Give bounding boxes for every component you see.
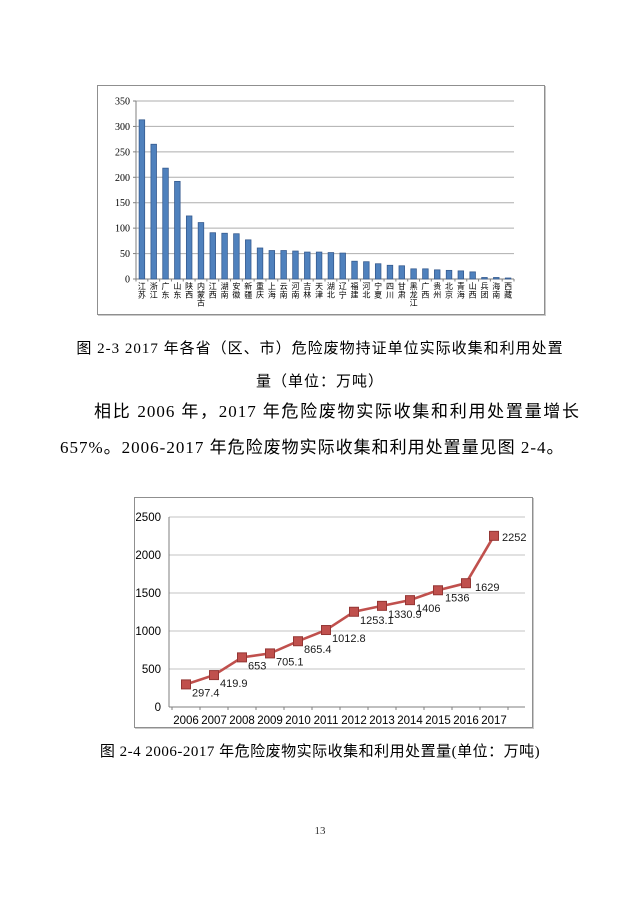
svg-text:0: 0 (155, 702, 161, 714)
svg-text:1012.8: 1012.8 (332, 633, 366, 645)
svg-text:100: 100 (115, 224, 130, 235)
svg-text:1000: 1000 (135, 626, 161, 638)
svg-text:广西: 广西 (421, 281, 429, 299)
svg-text:西藏: 西藏 (504, 282, 512, 299)
svg-text:1500: 1500 (135, 588, 161, 600)
svg-text:2011: 2011 (314, 715, 339, 727)
svg-text:甘肃: 甘肃 (398, 281, 406, 299)
svg-text:2008: 2008 (229, 715, 255, 727)
svg-text:贵州: 贵州 (433, 281, 441, 299)
svg-text:2015: 2015 (425, 715, 451, 727)
svg-text:山东: 山东 (173, 281, 181, 299)
svg-text:2012: 2012 (341, 715, 367, 727)
svg-text:2006: 2006 (173, 715, 199, 727)
svg-text:2500: 2500 (135, 512, 161, 524)
figure-2-3-bar-chart: 0 50 100 150 200 250 300 350 江苏 浙江 广东 山东 陕西 内蒙古 江西 湖南 安徽… (97, 85, 545, 315)
svg-text:300: 300 (115, 122, 130, 133)
line-chart-canvas: 0 500 1000 1500 2000 2500 297.4 2006 419.9 2007 65… (135, 512, 526, 727)
svg-text:上海: 上海 (268, 282, 276, 299)
svg-text:辽宁: 辽宁 (339, 282, 347, 299)
svg-text:河北: 河北 (362, 281, 370, 299)
svg-text:2014: 2014 (397, 715, 423, 727)
svg-text:2007: 2007 (201, 715, 227, 727)
svg-text:黑龙江: 黑龙江 (410, 282, 418, 308)
svg-text:2013: 2013 (369, 715, 395, 727)
svg-text:四川: 四川 (386, 282, 394, 299)
figure-2-4-caption: 图 2-4 2006-2017 年危险废物实际收集和利用处置量(单位：万吨) (99, 744, 541, 760)
svg-text:福建: 福建 (351, 282, 359, 299)
svg-text:浙江: 浙江 (150, 281, 158, 299)
svg-text:2010: 2010 (285, 715, 311, 727)
svg-text:1253.1: 1253.1 (360, 615, 394, 627)
svg-text:云南: 云南 (280, 282, 288, 299)
body-paragraph: 相比 2006 年，2017 年危险废物实际收集和利用处置量增长 657%。20… (60, 402, 580, 457)
svg-text:200: 200 (115, 173, 130, 184)
svg-text:湖北: 湖北 (327, 282, 335, 299)
svg-text:1330.9: 1330.9 (388, 609, 422, 621)
svg-text:内蒙古: 内蒙古 (197, 281, 205, 308)
svg-text:新疆: 新疆 (244, 281, 252, 299)
svg-text:50: 50 (120, 249, 130, 260)
svg-text:1629: 1629 (475, 582, 499, 594)
svg-text:兵团: 兵团 (480, 281, 488, 299)
svg-text:重庆: 重庆 (256, 281, 264, 299)
svg-text:419.9: 419.9 (220, 678, 248, 690)
svg-text:297.4: 297.4 (192, 687, 220, 699)
svg-text:吉林: 吉林 (303, 282, 311, 299)
svg-text:安徽: 安徽 (232, 281, 240, 299)
page-number: 13 (314, 825, 326, 837)
bar-chart-canvas: 0 50 100 150 200 250 300 350 江苏浙江广东山东陕西内蒙古江西湖南安徽… (115, 97, 515, 308)
svg-text:0: 0 (125, 275, 130, 286)
svg-text:陕西: 陕西 (185, 281, 193, 299)
svg-text:广东: 广东 (162, 281, 170, 299)
svg-text:865.4: 865.4 (304, 644, 332, 656)
svg-text:山西: 山西 (469, 281, 477, 299)
svg-text:河南: 河南 (291, 281, 299, 299)
figure-2-3-caption: 图 2-3 2017 年各省（区、市）危险废物持证单位实际收集和利用处置量（单位… (76, 341, 564, 390)
svg-text:1406: 1406 (416, 603, 440, 615)
svg-text:2017: 2017 (481, 715, 507, 727)
svg-text:天津: 天津 (315, 282, 323, 299)
svg-text:250: 250 (115, 147, 130, 158)
svg-text:705.1: 705.1 (276, 656, 304, 668)
svg-text:1536: 1536 (445, 592, 469, 604)
svg-text:2016: 2016 (453, 715, 479, 727)
svg-text:湖南: 湖南 (221, 282, 229, 299)
svg-text:北京: 北京 (445, 282, 453, 299)
svg-text:2000: 2000 (135, 550, 161, 562)
svg-text:500: 500 (142, 664, 161, 676)
svg-text:江西: 江西 (209, 282, 217, 299)
svg-text:宁夏: 宁夏 (374, 281, 382, 299)
svg-text:江苏: 江苏 (138, 282, 146, 299)
svg-text:海南: 海南 (492, 281, 500, 299)
svg-text:2252: 2252 (502, 532, 526, 544)
svg-text:2009: 2009 (257, 715, 283, 727)
svg-text:青海: 青海 (457, 281, 465, 299)
svg-text:150: 150 (115, 198, 130, 209)
svg-text:653: 653 (248, 660, 266, 672)
figure-2-4-line-chart: 0 500 1000 1500 2000 2500 297.4 2006 419.9 2007 65… (134, 497, 533, 728)
svg-text:350: 350 (115, 97, 130, 108)
